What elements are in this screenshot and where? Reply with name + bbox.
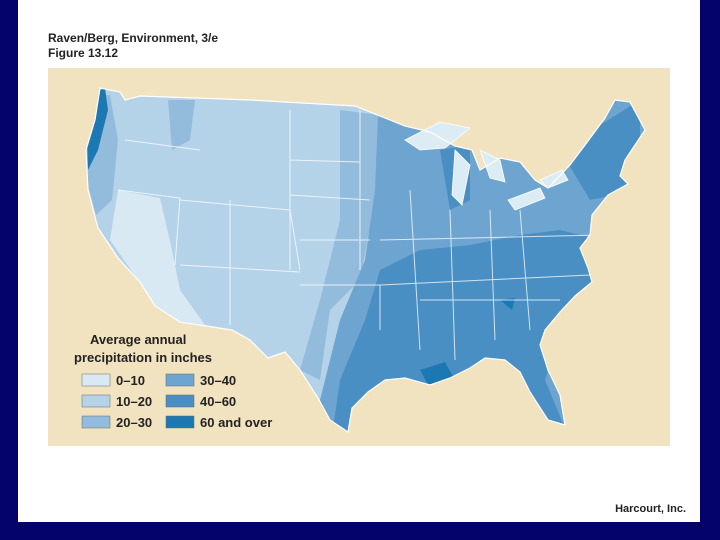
- legend: Average annual precipitation in inches 0…: [74, 332, 272, 430]
- state-borders: [117, 110, 601, 361]
- legend-label: 30–40: [200, 373, 236, 388]
- precip-zone: [110, 190, 205, 325]
- legend-swatch: [81, 394, 111, 408]
- credit: Harcourt, Inc.: [615, 503, 686, 515]
- precip-zone: [330, 100, 640, 432]
- legend-swatch: [81, 373, 111, 387]
- figure-label: Figure 13.12: [48, 46, 118, 60]
- legend-swatch: [165, 373, 195, 387]
- legend-swatch: [165, 415, 195, 429]
- legend-label: 10–20: [116, 394, 152, 409]
- source-title: Raven/Berg, Environment, 3/e: [48, 31, 218, 45]
- legend-title: precipitation in inches: [74, 350, 212, 365]
- legend-swatch: [165, 394, 195, 408]
- legend-swatch: [81, 415, 111, 429]
- legend-label: 40–60: [200, 394, 236, 409]
- legend-label: 20–30: [116, 415, 152, 430]
- legend-title: Average annual: [90, 332, 186, 347]
- legend-label: 0–10: [116, 373, 145, 388]
- precip-zone: [86, 95, 380, 380]
- legend-label: 60 and over: [200, 415, 272, 430]
